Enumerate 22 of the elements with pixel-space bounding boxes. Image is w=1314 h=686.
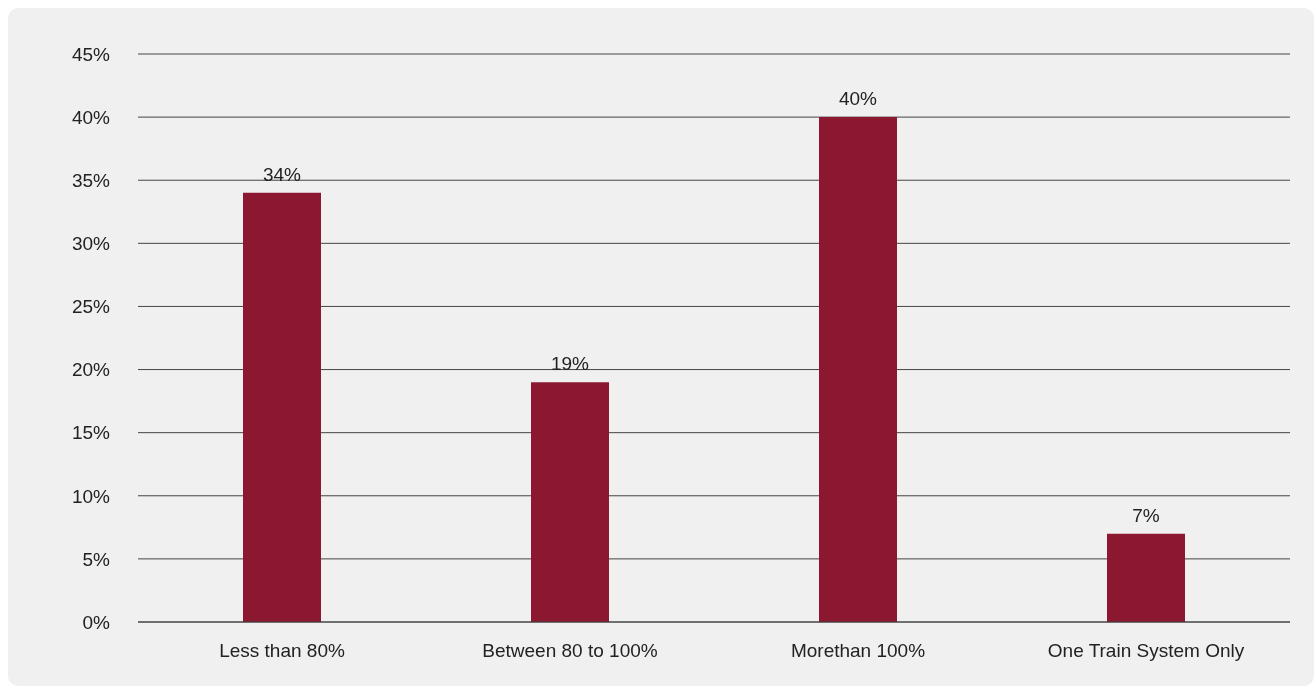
data-label: 34% [262,163,302,185]
y-tick-label: 10% [71,485,111,507]
y-tick-label: 40% [71,106,111,128]
bar [243,192,321,622]
bar [1107,533,1185,622]
y-tick-label: 0% [82,611,111,633]
y-tick-label: 20% [71,359,111,381]
x-tick-label: Between 80 to 100% [482,640,658,662]
y-tick-label: 25% [71,296,111,318]
y-tick-label: 30% [71,233,111,255]
data-label: 19% [550,353,590,375]
x-tick-label: One Train System Only [1047,640,1245,662]
y-tick-label: 5% [82,548,111,570]
x-tick-label: Less than 80% [219,640,345,662]
data-label: 7% [1132,504,1160,526]
y-tick-label: 45% [71,43,111,65]
bar [531,382,609,622]
data-label: 40% [838,88,878,110]
y-tick-label: 35% [71,169,111,191]
bar [819,117,897,622]
x-tick-label: Morethan 100% [790,640,926,662]
y-tick-label: 15% [71,422,111,444]
